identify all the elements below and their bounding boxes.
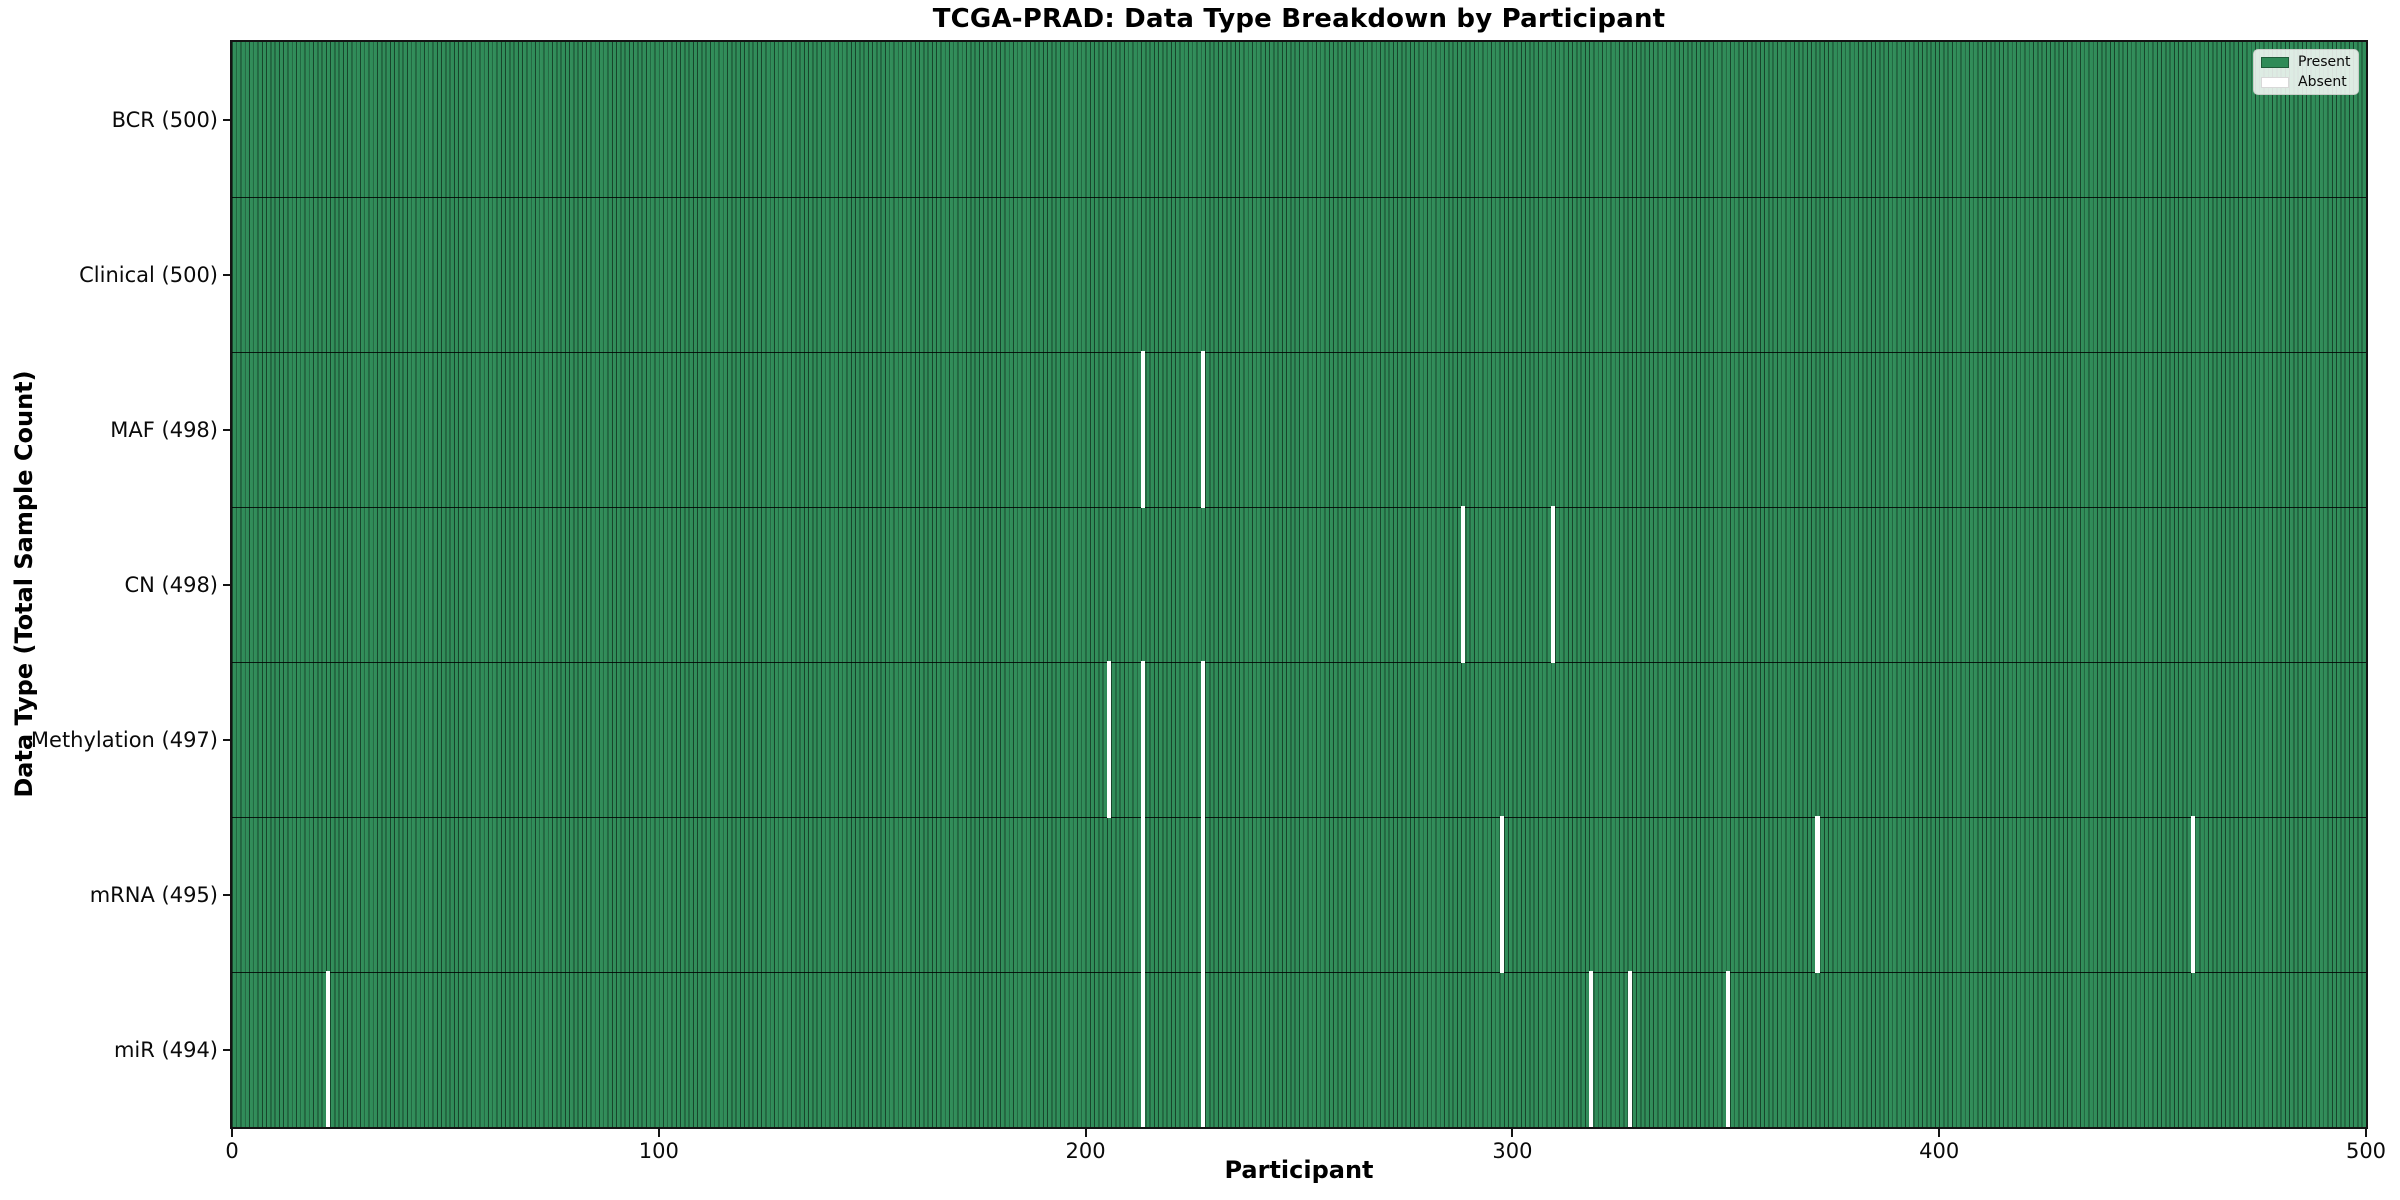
row-divider <box>232 661 2366 663</box>
x-tick-mark <box>1511 1129 1514 1137</box>
x-tick-label-300: 300 <box>1492 1139 1533 1163</box>
y-axis-title: Data Type (Total Sample Count) <box>10 370 38 798</box>
y-tick-label-CN: CN (498) <box>124 572 218 597</box>
x-tick-label-100: 100 <box>638 1139 679 1163</box>
legend-label-present: Present <box>2298 54 2351 70</box>
y-tick-mark <box>223 738 231 741</box>
y-tick-label-BCR: BCR (500) <box>111 107 218 132</box>
row-divider <box>232 816 2366 818</box>
x-tick-label-200: 200 <box>1065 1139 1106 1163</box>
x-tick-mark <box>1084 1129 1087 1137</box>
x-tick-label-400: 400 <box>1919 1139 1960 1163</box>
y-tick-label-mRNA: mRNA (495) <box>89 882 218 907</box>
y-tick-mark <box>223 893 231 896</box>
row-divider <box>232 971 2366 973</box>
absent-marker-mRNA-297 <box>1499 816 1504 973</box>
absent-marker-mRNA-213 <box>1141 816 1146 973</box>
absent-marker-Methylation-205 <box>1106 661 1112 818</box>
y-tick-label-Clinical: Clinical (500) <box>79 262 218 287</box>
absent-marker-miR-327 <box>1627 971 1632 1127</box>
absent-marker-miR-318 <box>1589 971 1594 1127</box>
absent-marker-mRNA-459 <box>2191 816 2196 973</box>
legend-item-present: Present <box>2261 54 2351 70</box>
chart-title: TCGA-PRAD: Data Type Breakdown by Partic… <box>932 4 1666 34</box>
absent-marker-Methylation-227 <box>1200 661 1206 818</box>
y-tick-mark <box>223 273 231 276</box>
y-tick-label-miR: miR (494) <box>113 1037 218 1062</box>
absent-marker-miR-213 <box>1141 971 1146 1127</box>
y-tick-mark <box>223 428 231 431</box>
x-tick-mark <box>231 1129 233 1137</box>
absent-marker-mRNA-227 <box>1200 816 1206 973</box>
x-tick-mark <box>1938 1129 1941 1137</box>
legend-label-absent: Absent <box>2298 74 2347 90</box>
row-divider <box>232 351 2366 353</box>
x-tick-mark <box>657 1129 660 1137</box>
absent-marker-MAF-213 <box>1141 351 1146 508</box>
x-axis-title: Participant <box>1224 1156 1374 1184</box>
y-tick-mark <box>223 118 231 121</box>
plot-area: Present Absent <box>230 40 2368 1129</box>
x-tick-label-0: 0 <box>225 1139 239 1163</box>
y-tick-mark <box>223 583 231 586</box>
absent-marker-mRNA-371 <box>1815 816 1820 973</box>
x-tick-mark <box>2365 1129 2367 1137</box>
absent-marker-CN-309 <box>1550 506 1556 663</box>
row-divider <box>232 196 2366 198</box>
y-tick-mark <box>223 1048 231 1051</box>
row-divider <box>232 506 2366 508</box>
absent-marker-miR-227 <box>1200 971 1206 1127</box>
legend: Present Absent <box>2253 49 2359 95</box>
x-tick-label-500: 500 <box>2345 1139 2387 1163</box>
absent-marker-miR-22 <box>325 971 331 1127</box>
absent-swatch-icon <box>2261 76 2289 88</box>
absent-marker-MAF-227 <box>1200 351 1206 508</box>
y-tick-label-MAF: MAF (498) <box>110 417 218 442</box>
absent-marker-CN-288 <box>1461 506 1466 663</box>
legend-item-absent: Absent <box>2261 74 2351 90</box>
present-swatch-icon <box>2261 56 2289 68</box>
absent-marker-Methylation-213 <box>1141 661 1146 818</box>
absent-marker-miR-350 <box>1725 971 1731 1127</box>
y-tick-label-Methylation: Methylation (497) <box>30 727 218 752</box>
